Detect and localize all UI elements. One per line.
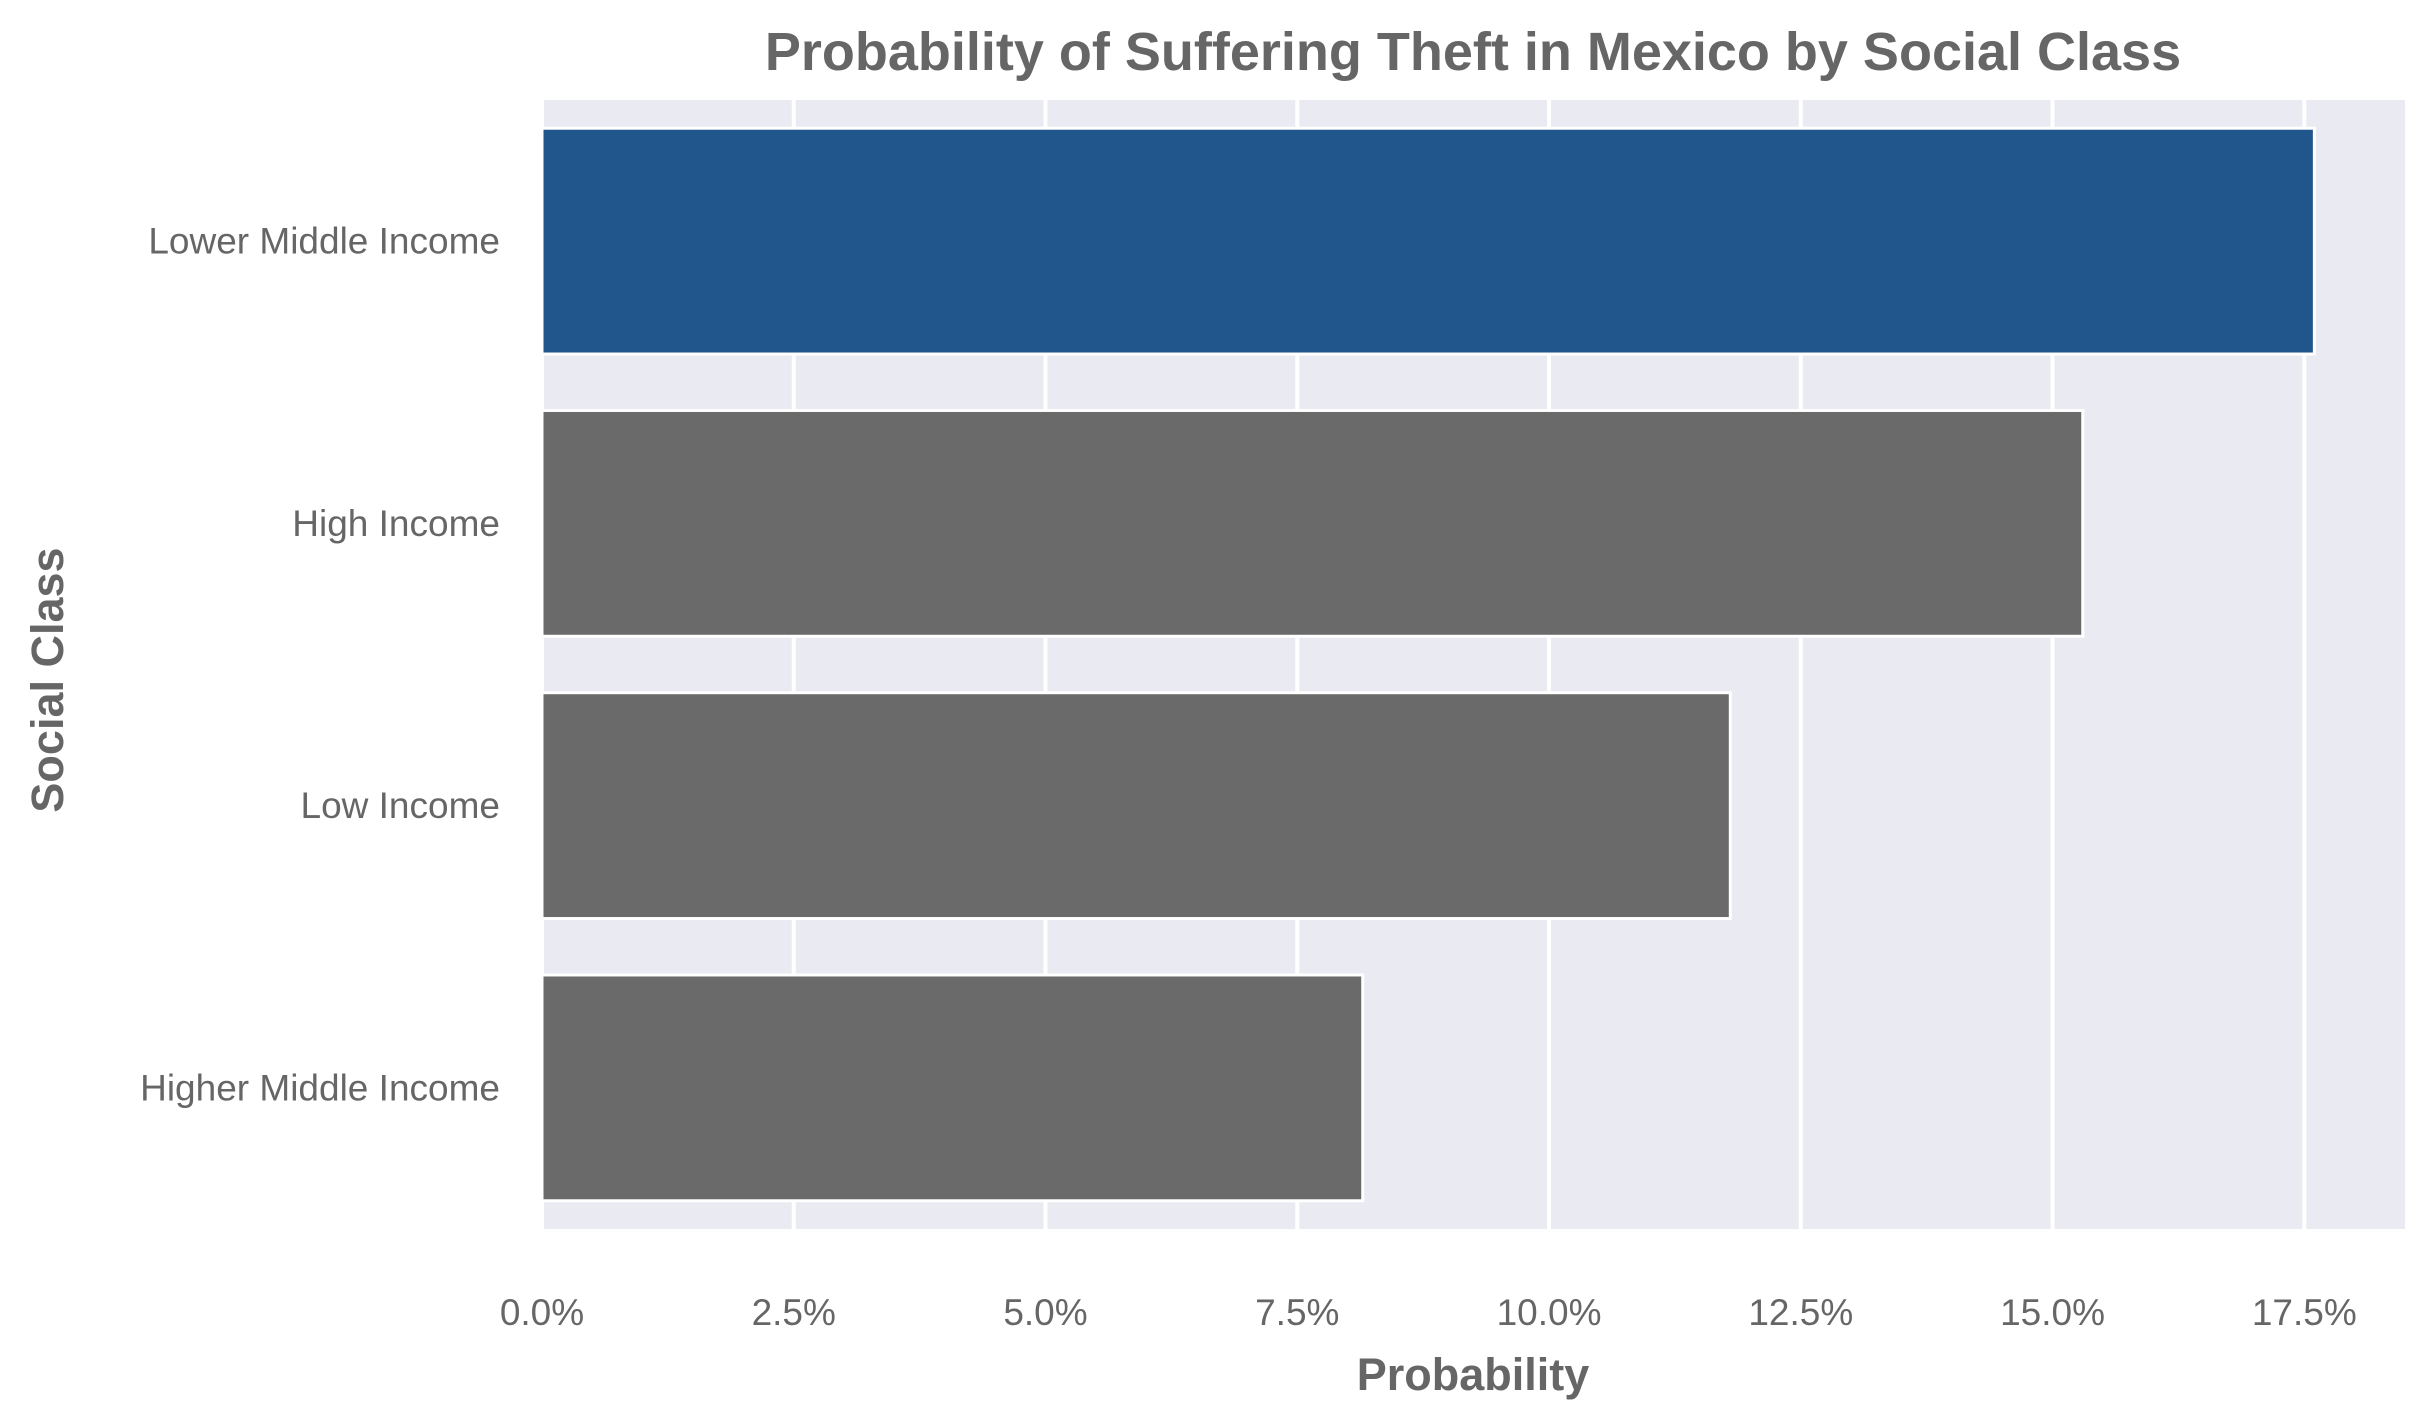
y-category-label-0: Lower Middle Income xyxy=(148,221,500,262)
x-tick-label-6: 15.0% xyxy=(2000,1292,2105,1333)
x-tick-label-3: 7.5% xyxy=(1255,1292,1339,1333)
y-category-label-3: Higher Middle Income xyxy=(140,1067,500,1108)
chart-title: Probability of Suffering Theft in Mexico… xyxy=(765,22,2181,82)
x-tick-label-4: 10.0% xyxy=(1497,1292,1602,1333)
y-category-label-2: Low Income xyxy=(301,785,501,826)
y-axis-label: Social Class xyxy=(22,547,73,812)
x-tick-labels: 0.0% 2.5% 5.0% 7.5% 10.0% 12.5% 15.0% 17.5% xyxy=(500,1292,2357,1333)
x-tick-label-2: 5.0% xyxy=(1003,1292,1087,1333)
y-category-labels: Lower Middle Income High Income Low Income… xyxy=(140,221,500,1109)
x-tick-label-0: 0.0% xyxy=(500,1292,584,1333)
x-tick-label-5: 12.5% xyxy=(1748,1292,1853,1333)
bars xyxy=(540,126,2316,1203)
bar-0 xyxy=(540,126,2316,356)
bar-2 xyxy=(540,691,1732,921)
y-category-label-1: High Income xyxy=(292,503,500,544)
bar-3 xyxy=(540,973,1365,1203)
x-tick-label-7: 17.5% xyxy=(2252,1292,2357,1333)
bar-1 xyxy=(540,408,2085,638)
x-tick-label-1: 2.5% xyxy=(752,1292,836,1333)
x-axis-label: Probability xyxy=(1357,1349,1590,1400)
